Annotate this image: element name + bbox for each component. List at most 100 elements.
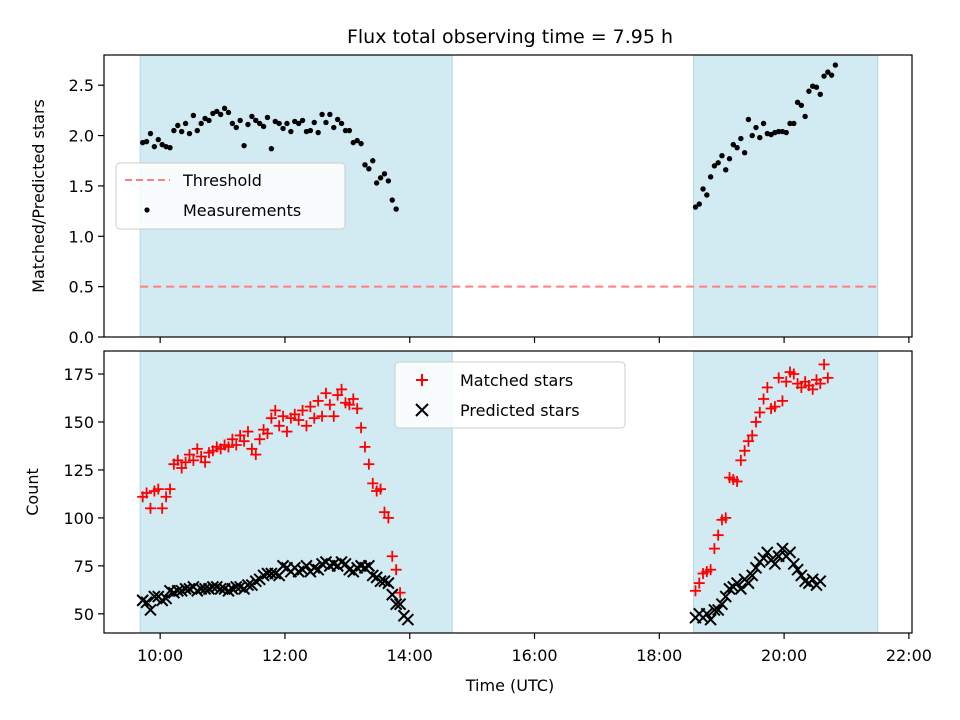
measurement-point bbox=[288, 128, 294, 135]
measurement-point bbox=[155, 136, 161, 143]
ratio-legend: Threshold Measurements bbox=[115, 162, 346, 230]
matched-point bbox=[731, 475, 743, 487]
measurement-point bbox=[794, 99, 801, 106]
matched-point bbox=[776, 395, 788, 407]
measurement-point bbox=[730, 141, 737, 148]
measurement-point bbox=[295, 120, 302, 127]
predicted-point bbox=[144, 603, 157, 617]
measurement-point bbox=[167, 144, 173, 151]
matched-point bbox=[312, 395, 324, 407]
predicted-point bbox=[386, 588, 399, 601]
y-tick-label: 175 bbox=[63, 365, 94, 384]
matched-point bbox=[807, 383, 819, 395]
measurement-point bbox=[214, 108, 220, 115]
y-tick-label: 0.0 bbox=[69, 328, 94, 347]
predicted-point bbox=[723, 582, 736, 596]
predicted-point bbox=[191, 584, 204, 598]
measurement-point bbox=[354, 137, 360, 144]
predicted-point bbox=[401, 613, 415, 626]
y-tick-label: 100 bbox=[63, 509, 94, 528]
predicted-point bbox=[366, 569, 379, 582]
predicted-point bbox=[265, 567, 278, 580]
predicted-point bbox=[292, 565, 305, 578]
x-tick-label: 12:00 bbox=[262, 646, 308, 665]
predicted-point bbox=[393, 598, 407, 611]
matched-point bbox=[320, 387, 332, 399]
chart-title: Flux total observing time = 7.95 h bbox=[347, 26, 673, 48]
x-tick-label: 16:00 bbox=[511, 646, 557, 665]
predicted-point bbox=[202, 582, 216, 596]
predicted-point bbox=[783, 546, 797, 559]
measurement-point bbox=[370, 158, 376, 164]
predicted-point bbox=[198, 582, 212, 596]
predicted-point bbox=[749, 561, 763, 574]
observing-spans-bottom bbox=[139, 350, 879, 634]
matched-point bbox=[183, 449, 195, 461]
measurement-point bbox=[362, 162, 368, 168]
measurement-point bbox=[299, 117, 306, 124]
predicted-point bbox=[343, 563, 356, 576]
measurement-point bbox=[373, 180, 380, 186]
predicted-point bbox=[761, 546, 774, 559]
matched-point bbox=[788, 368, 800, 380]
matched-point bbox=[795, 381, 807, 393]
predicted-point bbox=[730, 576, 744, 590]
matched-point bbox=[273, 420, 285, 432]
measurement-point bbox=[377, 175, 384, 181]
predicted-point bbox=[374, 574, 387, 588]
predicted-point bbox=[249, 574, 262, 588]
measurement-point bbox=[802, 113, 808, 120]
matched-point bbox=[269, 404, 281, 416]
predicted-point bbox=[241, 578, 255, 592]
matched-point bbox=[222, 441, 234, 453]
matched-point bbox=[347, 393, 359, 405]
predicted-point bbox=[167, 586, 181, 599]
measurement-point bbox=[696, 201, 702, 207]
measurement-point bbox=[237, 117, 243, 124]
matched-point bbox=[277, 410, 289, 422]
measurement-point bbox=[757, 134, 763, 141]
measurement-point bbox=[745, 116, 752, 123]
matched-point bbox=[754, 406, 766, 418]
measurement-point bbox=[147, 130, 154, 137]
measurement-point bbox=[342, 127, 349, 134]
matched-point bbox=[386, 550, 398, 562]
matched-point bbox=[195, 451, 207, 463]
matched-point bbox=[230, 439, 242, 451]
measurement-point bbox=[828, 72, 835, 78]
matched-point bbox=[242, 426, 254, 438]
predicted-point bbox=[362, 559, 376, 573]
measurement-point bbox=[338, 120, 345, 127]
y-tick-label: 1.5 bbox=[69, 177, 94, 196]
measurement-point bbox=[171, 127, 177, 134]
matched-point bbox=[289, 408, 301, 420]
predicted-point bbox=[136, 594, 149, 607]
predicted-point bbox=[734, 582, 748, 596]
predicted-point bbox=[719, 590, 732, 603]
predicted-point bbox=[233, 580, 247, 594]
measurement-point bbox=[738, 135, 744, 142]
legend-measurements-label: Measurements bbox=[183, 201, 301, 220]
measurement-point bbox=[217, 111, 224, 118]
matched-point bbox=[332, 389, 344, 401]
predicted-point bbox=[300, 559, 313, 573]
measurement-point bbox=[315, 129, 321, 136]
measurement-point bbox=[260, 123, 267, 130]
matched-point bbox=[720, 512, 732, 524]
matched-point bbox=[261, 427, 273, 439]
measurement-point bbox=[753, 124, 759, 131]
predicted-point bbox=[806, 573, 819, 586]
matched-point bbox=[351, 403, 363, 415]
predicted-stars-series bbox=[136, 542, 827, 626]
count-legend-box bbox=[394, 361, 626, 429]
predicted-point bbox=[308, 561, 321, 574]
matched-point bbox=[769, 401, 781, 413]
matched-point bbox=[191, 443, 203, 455]
predicted-point bbox=[159, 592, 173, 605]
y-tick-label: 2.0 bbox=[69, 127, 94, 146]
legend-threshold-label: Threshold bbox=[182, 171, 262, 190]
measurement-point bbox=[323, 119, 329, 126]
matched-point bbox=[324, 399, 336, 411]
measurement-point bbox=[791, 120, 797, 127]
predicted-point bbox=[175, 584, 188, 598]
